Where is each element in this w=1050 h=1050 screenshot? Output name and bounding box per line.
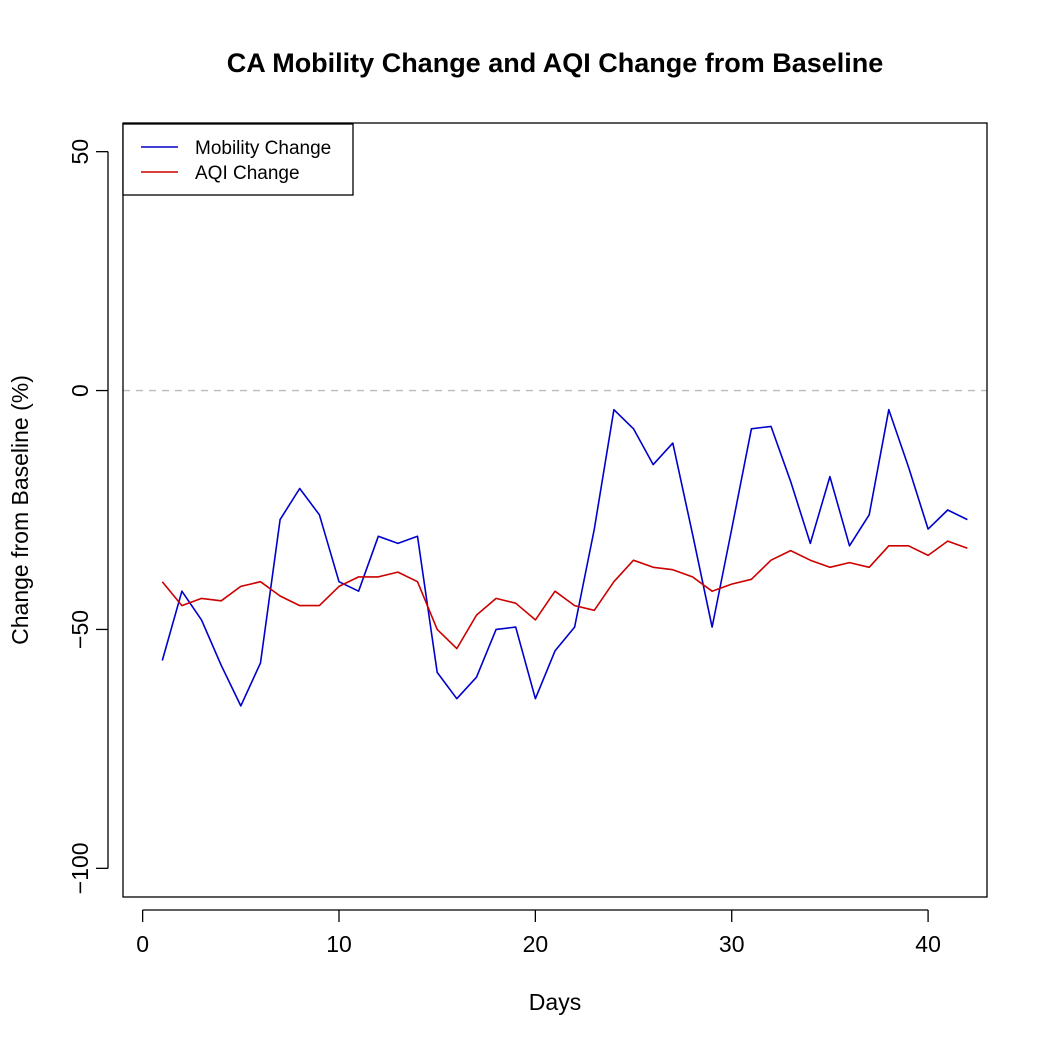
plot-area	[123, 389, 987, 707]
axes: 0 10 20 30 40 50 0 −50 −100	[67, 122, 988, 957]
x-tick-label: 20	[523, 931, 549, 957]
legend: Mobility Change AQI Change	[122, 123, 354, 196]
plot-frame	[122, 122, 988, 898]
series-line-mobility-change	[161, 408, 968, 707]
legend-label-mobility: Mobility Change	[195, 138, 331, 159]
y-tick-label: 0	[67, 384, 93, 397]
y-tick-label: 50	[67, 139, 93, 165]
chart-title: CA Mobility Change and AQI Change from B…	[227, 48, 884, 78]
y-tick-label: −100	[67, 842, 93, 894]
series-line-aqi-change	[161, 540, 968, 650]
x-tick-label: 0	[136, 931, 149, 957]
y-tick-label: −50	[67, 610, 93, 649]
x-axis-label: Days	[529, 989, 581, 1015]
x-tick-label: 40	[915, 931, 941, 957]
x-tick-label: 10	[326, 931, 352, 957]
y-axis-label: Change from Baseline (%)	[7, 375, 33, 645]
legend-label-aqi: AQI Change	[195, 163, 300, 184]
x-tick-label: 30	[719, 931, 745, 957]
legend-box	[122, 123, 354, 196]
